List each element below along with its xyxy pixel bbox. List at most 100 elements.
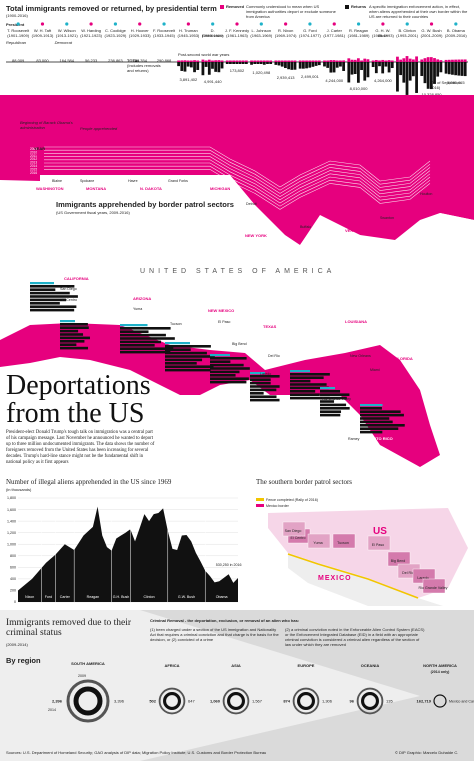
returned-bar [326, 62, 330, 68]
us-label: US [373, 526, 387, 537]
president-total: 10,328,850 [421, 91, 442, 97]
president-total: 5,281,115 [447, 80, 465, 86]
president-years: (1953-1961) [201, 33, 224, 38]
president-label: F. Roosevelt [153, 28, 176, 33]
returned-bar [232, 62, 236, 64]
removed-bar [444, 59, 448, 62]
north-ribbon [44, 149, 431, 191]
returned-bar [298, 62, 302, 69]
hero-title: Deportations from the US [6, 372, 151, 428]
y-tick-label: 1,400 [7, 519, 16, 523]
removed-bar [347, 58, 351, 62]
north-sector-label: Buffalo [300, 225, 311, 229]
president-label: W. H. Taft [33, 28, 52, 33]
party-dot [259, 22, 263, 26]
removed-bar [335, 60, 339, 62]
sector-bar [250, 385, 280, 388]
returned-bar [211, 62, 214, 69]
removed-bar [256, 60, 260, 62]
returns-legend-text: A specific immigration enforcement actio… [369, 4, 468, 19]
presidential-period: (1900-2016) [6, 13, 28, 18]
removed-bar [305, 60, 308, 62]
removed-bar [211, 60, 214, 62]
removed-bar [287, 60, 291, 62]
sector-2016-bar [290, 370, 310, 373]
returned-bar [366, 62, 370, 78]
removed-bar [396, 56, 399, 62]
obama-note: (As of September 2016) [430, 80, 462, 90]
southern-sector-label: El Paso [372, 543, 384, 547]
footer-source: Sources: U.S. Department of Homeland Sec… [6, 750, 267, 755]
returned-bar [287, 62, 291, 70]
removed-bar [374, 59, 378, 62]
south-sector-label: Laredo [260, 372, 271, 376]
region-label: By region [6, 656, 41, 665]
sector-bar [290, 376, 324, 379]
donut-year-label: 2009 [78, 674, 86, 678]
party-dot [16, 22, 20, 26]
donut-2009-ring [361, 692, 379, 710]
removed-bar [457, 59, 461, 62]
north-state-label: MICHIGAN [210, 186, 230, 191]
party-dot [356, 22, 361, 26]
removed-bar [363, 58, 367, 62]
returned-bar [353, 62, 357, 75]
returned-bar [284, 62, 287, 69]
removed-bar [423, 58, 427, 62]
removed-bar [244, 60, 248, 62]
sector-bar [290, 383, 327, 386]
sector-bar [120, 340, 161, 344]
area-series [18, 506, 238, 602]
peak-note: Post-second world war years [178, 52, 230, 57]
removed-bar [399, 59, 403, 62]
returned-bar [180, 62, 184, 71]
southern-sector-label: Tucson [337, 541, 349, 545]
south-state-label: FLORIDA [395, 356, 413, 361]
sector-bar [165, 368, 211, 372]
returned-bar [269, 62, 273, 64]
removed-bar [277, 60, 281, 62]
south-sector-label: Ramey [348, 437, 360, 441]
returned-bar [339, 62, 342, 67]
returned-bar [277, 62, 281, 66]
returned-bar [350, 62, 354, 75]
removed-bar [405, 56, 409, 62]
sector-bar [120, 330, 149, 333]
returned-bar [329, 62, 333, 73]
hero-body: President-elect Donald Trump's tough tal… [6, 430, 155, 465]
sector-bar [120, 327, 171, 330]
presidential-bars [6, 22, 468, 95]
sector-bar [60, 346, 89, 350]
returned-bar [387, 62, 391, 73]
returned-bar [220, 62, 224, 69]
north-state-label: N. DAKOTA [140, 186, 162, 191]
north-sector-label: Swanton [380, 216, 394, 220]
sector-bar [30, 308, 75, 312]
removed-bar [339, 60, 342, 62]
returned-bar [177, 62, 180, 67]
removed-bar [384, 60, 388, 62]
president-label: H. Hoover [130, 28, 149, 33]
criminal-subtitle: (2009-2014) [6, 642, 28, 647]
removed-bar [225, 60, 229, 62]
criminal-def-col2: (2) a criminal conviction noted in the E… [285, 627, 425, 647]
footer-credit: © DIP Graphic: Marcelo Duhalde C. [395, 750, 459, 755]
removed-bar [293, 60, 297, 62]
returned-bar [451, 62, 454, 75]
removed-bar [381, 59, 385, 62]
returned-bar [454, 62, 458, 76]
region-name: ASIA [231, 663, 241, 668]
removed-bar [266, 60, 269, 62]
south-border-band [0, 323, 440, 467]
returned-bar [444, 62, 448, 74]
party-dot [332, 22, 336, 26]
sector-bar [250, 395, 277, 398]
removed-bar [207, 59, 211, 62]
president-years: (1913-1921) [55, 33, 78, 38]
sector-bar [210, 367, 250, 370]
term-label: Ford [45, 595, 52, 599]
president-label: B. Obama [446, 28, 465, 33]
sector-bar [320, 396, 347, 400]
north-ribbon [44, 165, 431, 207]
president-years: (1933-1945) [153, 33, 175, 38]
